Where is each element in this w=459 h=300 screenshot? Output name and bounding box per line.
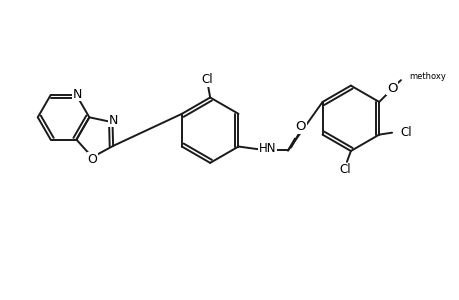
Text: N: N bbox=[109, 114, 118, 127]
Text: Cl: Cl bbox=[201, 73, 213, 86]
Text: O: O bbox=[87, 153, 97, 166]
Text: O: O bbox=[386, 82, 397, 94]
Text: Cl: Cl bbox=[399, 126, 411, 139]
Text: Cl: Cl bbox=[338, 163, 350, 176]
Text: N: N bbox=[73, 88, 82, 100]
Text: methoxy: methoxy bbox=[408, 72, 445, 81]
Text: HN: HN bbox=[258, 142, 275, 155]
Text: O: O bbox=[295, 120, 306, 133]
